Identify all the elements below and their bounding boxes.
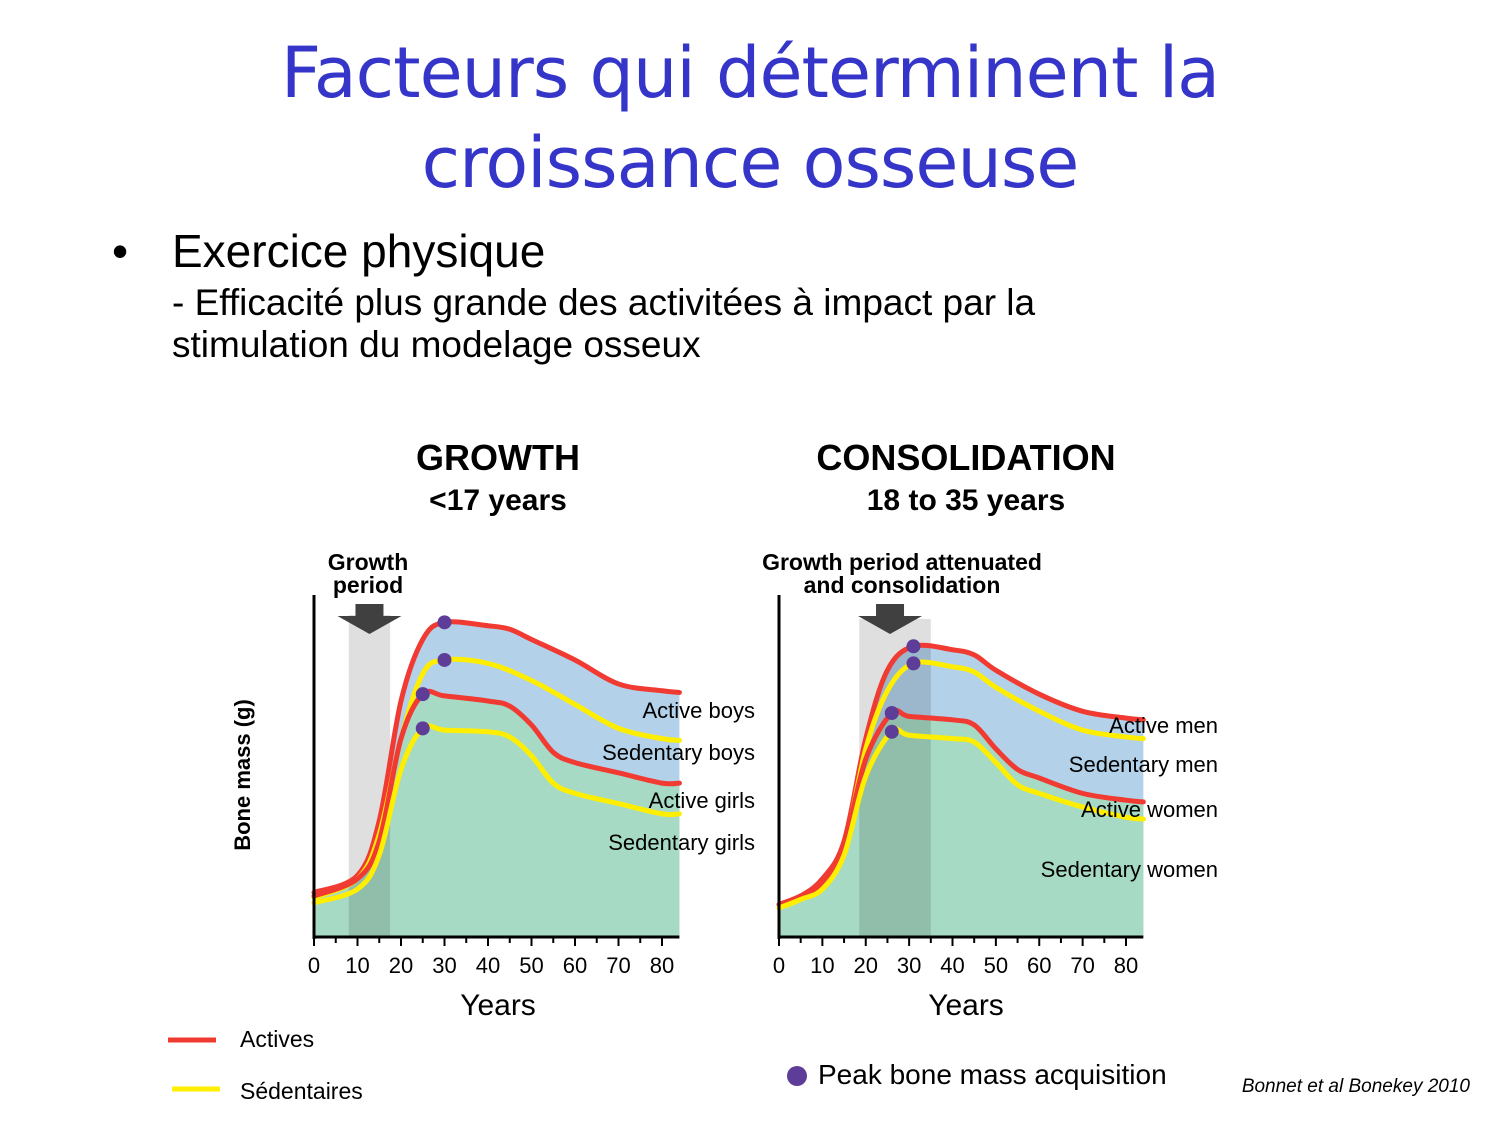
- x-axis-title: Years: [460, 989, 536, 1022]
- legend: Actives Sédentaires Peak bone mass acquisi…: [168, 1026, 1167, 1104]
- x-tick-label: 30: [432, 953, 456, 978]
- y-axis-title: Bone mass (g): [230, 699, 255, 851]
- x-axis-title: Years: [928, 989, 1004, 1022]
- slide-title: Facteurs qui déterminent la croissance o…: [0, 28, 1500, 208]
- title-line-2: croissance osseuse: [421, 122, 1080, 204]
- x-tick-label: 20: [854, 953, 878, 978]
- bullet-marker: •: [112, 225, 129, 277]
- x-tick-label: 70: [606, 953, 630, 978]
- series-line-active-women: [776, 707, 1146, 908]
- x-tick-label: 60: [563, 953, 587, 978]
- x-tick-label: 50: [519, 953, 543, 978]
- peak-point: [415, 721, 430, 736]
- series-label: Active men: [1109, 713, 1218, 738]
- legend-peak-dot: [787, 1066, 807, 1086]
- x-tick-label: 70: [1070, 953, 1094, 978]
- period-label: Growth period attenuated: [762, 549, 1042, 575]
- peak-point: [906, 656, 921, 671]
- period-label: and consolidation: [804, 572, 1001, 598]
- series-label: Sedentary women: [1041, 857, 1218, 882]
- x-tick-label: 80: [1114, 953, 1138, 978]
- chart-subtitle: 18 to 35 years: [867, 484, 1065, 517]
- legend-sedentary-label: Sédentaires: [240, 1078, 363, 1104]
- chart-title: GROWTH: [416, 437, 580, 478]
- series-line-sedentary-women: [776, 726, 1146, 911]
- period-shade: [859, 619, 931, 937]
- series-line-active-girls: [311, 688, 682, 899]
- x-tick-label: 60: [1027, 953, 1051, 978]
- sub-bullet: - Efficacité plus grande des activitées …: [172, 282, 1035, 366]
- x-tick-label: 50: [984, 953, 1008, 978]
- peak-point: [906, 639, 921, 654]
- x-tick-label: 0: [308, 953, 320, 978]
- series-label: Sedentary boys: [602, 740, 755, 765]
- legend-peak-label: Peak bone mass acquisition: [818, 1059, 1167, 1090]
- bullet-text: Exercice physique: [172, 225, 546, 277]
- x-tick-label: 20: [389, 953, 413, 978]
- period-label: period: [333, 572, 403, 598]
- x-tick-label: 0: [773, 953, 785, 978]
- chart-1: CONSOLIDATION 18 to 35 years Growth period…: [762, 437, 1218, 1022]
- x-tick-label: 10: [345, 953, 369, 978]
- peak-point: [884, 724, 899, 739]
- x-tick-label: 40: [476, 953, 500, 978]
- chart-title: CONSOLIDATION: [816, 437, 1115, 478]
- peak-point: [437, 652, 452, 667]
- series-label: Active women: [1081, 797, 1218, 822]
- peak-point: [884, 705, 899, 720]
- chart-subtitle: <17 years: [429, 484, 567, 517]
- series-label: Sedentary girls: [608, 830, 755, 855]
- peak-point: [415, 687, 430, 702]
- series-line-active-boys: [311, 619, 682, 896]
- sub-line-1: - Efficacité plus grande des activitées …: [172, 282, 1036, 323]
- citation: Bonnet et al Bonekey 2010: [1241, 1076, 1470, 1097]
- x-tick-label: 80: [650, 953, 674, 978]
- series-label: Active boys: [643, 698, 756, 723]
- series-label: Active girls: [649, 788, 755, 813]
- x-tick-label: 30: [897, 953, 921, 978]
- x-tick-label: 40: [940, 953, 964, 978]
- title-line-1: Facteurs qui déterminent la: [280, 32, 1220, 114]
- sub-line-2: stimulation du modelage osseux: [172, 324, 701, 365]
- arrow-down-icon: [337, 604, 402, 634]
- series-label: Sedentary men: [1069, 752, 1218, 777]
- arrow-down-icon: [858, 604, 923, 634]
- series-line-sedentary-girls: [311, 723, 682, 906]
- x-tick-label: 10: [810, 953, 834, 978]
- period-label: Growth: [328, 549, 409, 575]
- legend-active-label: Actives: [240, 1026, 314, 1052]
- peak-point: [437, 615, 452, 630]
